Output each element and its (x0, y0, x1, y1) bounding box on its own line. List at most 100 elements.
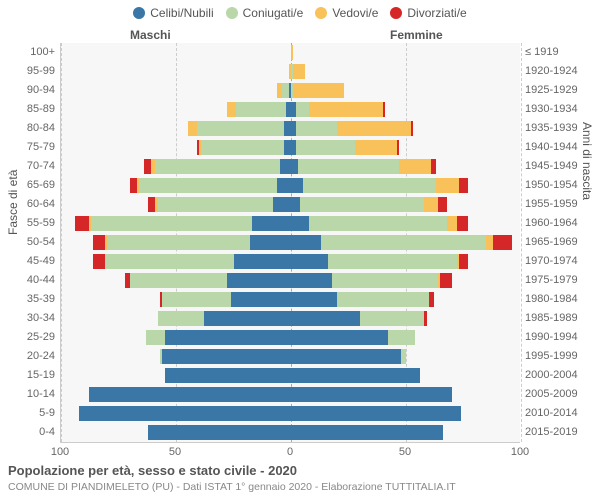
bar-segment (148, 197, 155, 212)
bar-segment (291, 292, 337, 307)
x-tick-label: 50 (169, 446, 181, 458)
bar-segment (165, 330, 292, 345)
bar-segment (440, 273, 452, 288)
legend-label: Divorziati/e (407, 6, 466, 20)
bar-segment (89, 387, 291, 402)
bar-segment (165, 368, 292, 383)
age-label: 60-64 (5, 198, 55, 210)
age-label: 100+ (5, 46, 55, 58)
female-bar (291, 216, 468, 231)
male-bar (130, 178, 291, 193)
bar-segment (291, 425, 443, 440)
bar-segment (309, 102, 383, 117)
bar-segment (291, 349, 401, 364)
pyramid-row (61, 423, 521, 442)
bar-segment (293, 83, 344, 98)
bar-segment (197, 121, 284, 136)
bar-segment (291, 387, 452, 402)
bar-segment (337, 292, 429, 307)
bar-segment (107, 235, 250, 250)
bar-segment (431, 159, 436, 174)
bar-segment (227, 102, 236, 117)
bar-segment (397, 140, 399, 155)
pyramid-row (61, 366, 521, 385)
female-bar (291, 45, 293, 60)
bar-segment (486, 235, 493, 250)
bar-segment (436, 178, 459, 193)
age-label: 35-39 (5, 293, 55, 305)
age-label: 95-99 (5, 65, 55, 77)
bar-segment (277, 178, 291, 193)
birth-year-label: 2010-2014 (525, 407, 595, 419)
bar-segment (293, 64, 305, 79)
legend-item: Celibi/Nubili (133, 6, 213, 20)
bar-segment (401, 349, 406, 364)
pyramid-row (61, 100, 521, 119)
legend: Celibi/Nubili Coniugati/e Vedovi/e Divorzia… (0, 6, 600, 22)
bar-segment (231, 292, 291, 307)
female-bar (291, 387, 452, 402)
pyramid-row (61, 233, 521, 252)
bar-segment (227, 273, 291, 288)
x-tick-label: 50 (399, 446, 411, 458)
bar-segment (291, 159, 298, 174)
female-bar (291, 330, 415, 345)
pyramid-row (61, 157, 521, 176)
bar-segment (411, 121, 413, 136)
pyramid-row (61, 404, 521, 423)
birth-year-label: 1935-1939 (525, 122, 595, 134)
legend-swatch (133, 7, 145, 19)
x-tick-label: 0 (287, 446, 293, 458)
pyramid-row (61, 138, 521, 157)
female-bar (291, 349, 406, 364)
female-bar (291, 178, 468, 193)
bar-segment (296, 140, 356, 155)
pyramid-row (61, 81, 521, 100)
population-pyramid-chart (60, 43, 520, 443)
male-bar (197, 140, 291, 155)
pyramid-row (61, 195, 521, 214)
age-label: 50-54 (5, 236, 55, 248)
male-bar (146, 330, 291, 345)
male-bar (160, 292, 291, 307)
bar-segment (105, 254, 234, 269)
bar-segment (457, 216, 469, 231)
legend-item: Coniugati/e (226, 6, 304, 20)
birth-year-label: 1970-1974 (525, 255, 595, 267)
female-bar (291, 83, 344, 98)
legend-label: Vedovi/e (332, 6, 378, 20)
age-label: 0-4 (5, 426, 55, 438)
age-label: 70-74 (5, 160, 55, 172)
bar-segment (158, 311, 204, 326)
chart-subtitle: COMUNE DI PIANDIMELETO (PU) - Dati ISTAT… (8, 481, 456, 493)
bar-segment (162, 349, 291, 364)
age-label: 20-24 (5, 350, 55, 362)
female-bar (291, 121, 413, 136)
bar-segment (201, 140, 284, 155)
birth-year-label: 1990-1994 (525, 331, 595, 343)
pyramid-row (61, 214, 521, 233)
pyramid-row (61, 347, 521, 366)
bar-segment (429, 292, 434, 307)
bar-segment (309, 216, 447, 231)
female-bar (291, 368, 420, 383)
pyramid-row (61, 62, 521, 81)
bar-segment (130, 178, 137, 193)
female-bar (291, 102, 385, 117)
bar-segment (298, 159, 399, 174)
x-tick-label: 100 (51, 446, 69, 458)
bar-segment (300, 197, 424, 212)
bar-segment (158, 197, 273, 212)
female-bar (291, 254, 468, 269)
legend-item: Divorziati/e (390, 6, 466, 20)
pyramid-row (61, 271, 521, 290)
female-bar (291, 197, 447, 212)
bar-segment (459, 178, 468, 193)
bar-segment (284, 121, 291, 136)
birth-year-label: 1920-1924 (525, 65, 595, 77)
male-bar (188, 121, 291, 136)
bar-segment (93, 235, 105, 250)
age-label: 30-34 (5, 312, 55, 324)
male-bar (277, 83, 291, 98)
male-bar (227, 102, 291, 117)
